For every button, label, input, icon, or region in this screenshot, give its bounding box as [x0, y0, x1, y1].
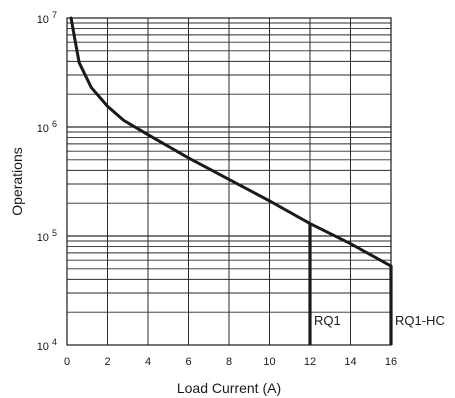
- x-tick-labels: 0 2 4 6 8 10 12 14 16: [64, 356, 397, 368]
- x-tick-label: 2: [104, 356, 110, 368]
- grid: [67, 18, 391, 345]
- operations-curve: [69, 16, 393, 268]
- y-axis-title: Operations: [9, 147, 25, 215]
- y-tick-label: 10 4: [37, 337, 57, 353]
- series: RQ1 RQ1-HC: [69, 16, 445, 345]
- y-tick-base: 10: [37, 14, 52, 26]
- x-tick-label: 12: [304, 356, 316, 368]
- y-tick-exponent: 4: [52, 337, 57, 347]
- y-tick-exponent: 7: [52, 10, 57, 20]
- x-tick-label: 4: [145, 356, 151, 368]
- y-tick-exponent: 5: [52, 228, 57, 238]
- x-tick-label: 8: [226, 356, 232, 368]
- y-tick-base: 10: [37, 341, 52, 353]
- y-tick-base: 10: [37, 123, 52, 135]
- x-tick-label: 0: [64, 356, 70, 368]
- cutoff-label: RQ1: [314, 313, 341, 328]
- x-tick-label: 10: [263, 356, 275, 368]
- plot-frame: [66, 17, 392, 346]
- y-tick-base: 10: [37, 232, 52, 244]
- x-axis-title: Load Current (A): [177, 380, 281, 396]
- x-tick-label: 16: [385, 356, 397, 368]
- x-tick-label: 14: [344, 356, 356, 368]
- y-tick-exponent: 6: [52, 119, 57, 129]
- cutoff-label: RQ1-HC: [395, 313, 445, 328]
- x-tick-label: 6: [185, 356, 191, 368]
- y-tick-label: 10 6: [37, 119, 57, 135]
- y-tick-labels: 10 410 510 610 7: [37, 10, 57, 353]
- y-tick-label: 10 7: [37, 10, 57, 26]
- y-tick-label: 10 5: [37, 228, 57, 244]
